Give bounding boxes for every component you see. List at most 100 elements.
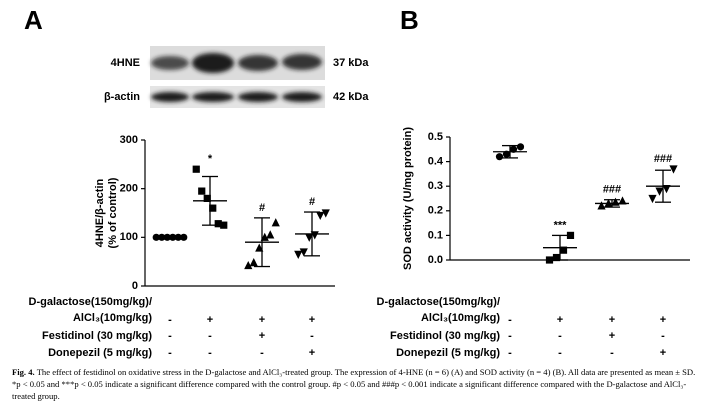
data-point	[662, 185, 671, 194]
treatment-sign: +	[609, 314, 615, 326]
data-point	[545, 256, 554, 264]
treatment-sign: -	[558, 347, 562, 359]
treatment-sign: +	[660, 314, 666, 326]
significance-mark: *	[208, 153, 213, 165]
significance-mark: #	[259, 202, 265, 214]
data-point	[604, 198, 613, 208]
treatment-label: Festidinol (30 mg/kg)	[42, 330, 152, 342]
y-axis-label: SOD activity (U/mg protein)	[402, 127, 414, 270]
treatment-sign: -	[168, 314, 172, 326]
data-point	[516, 143, 525, 151]
y-tick-label: 300	[120, 134, 138, 146]
treatment-sign: +	[660, 347, 666, 359]
significance-mark: ###	[654, 153, 672, 165]
data-point	[648, 194, 657, 204]
treatment-sign: +	[557, 314, 563, 326]
blot-size: 42 kDa	[333, 91, 369, 103]
data-point	[203, 194, 211, 202]
data-point	[192, 165, 200, 173]
treatment-sign: -	[168, 347, 172, 359]
data-point	[559, 246, 568, 254]
treatment-label: Donepezil (5 mg/kg)	[396, 347, 500, 359]
caption-label: Fig. 4.	[12, 367, 35, 377]
data-point	[552, 253, 561, 262]
data-point	[214, 220, 222, 228]
data-point	[618, 196, 627, 205]
y-tick-label: 0.4	[428, 156, 444, 168]
data-point	[198, 187, 206, 195]
y-tick-label: 0.1	[428, 229, 443, 241]
data-point	[305, 233, 314, 242]
treatment-label: AlCl₃(10mg/kg)	[421, 312, 500, 324]
data-point	[163, 233, 171, 241]
data-point	[597, 201, 606, 210]
treatment-sign: -	[558, 330, 562, 342]
data-point	[158, 233, 166, 241]
blot-image	[150, 46, 325, 108]
data-point	[669, 165, 678, 174]
significance-mark: ###	[603, 184, 621, 196]
blot-size: 37 kDa	[333, 57, 369, 69]
data-point	[255, 243, 264, 252]
data-point	[321, 209, 330, 218]
treatment-label: D-galactose(150mg/kg)/	[377, 296, 500, 308]
treatment-sign: +	[309, 347, 315, 359]
data-point	[566, 231, 575, 239]
panel-label: A	[24, 5, 43, 35]
data-point	[180, 233, 188, 241]
data-point	[316, 211, 325, 221]
treatment-sign: -	[508, 314, 512, 326]
treatment-sign: -	[610, 347, 614, 359]
data-point	[266, 230, 275, 239]
data-point	[611, 197, 620, 206]
treatment-label: Festidinol (30 mg/kg)	[390, 330, 500, 342]
y-tick-label: 0	[132, 280, 138, 292]
panel-label: B	[400, 5, 419, 35]
data-point	[220, 221, 228, 229]
data-point	[174, 233, 182, 241]
y-axis-label: (% of control)	[107, 177, 119, 248]
y-tick-label: 200	[120, 183, 138, 195]
figure: A B 4HNE 37 kDa β-actin 42 kDa 0 100 200 30…	[24, 5, 690, 359]
treatment-label: Donepezil (5 mg/kg)	[48, 347, 152, 359]
y-tick-label: 0.0	[428, 254, 443, 266]
significance-mark: ***	[554, 219, 568, 231]
treatment-sign: -	[508, 347, 512, 359]
treatment-label: AlCl₃(10mg/kg)	[73, 312, 152, 324]
treatment-sign: -	[208, 330, 212, 342]
data-point	[209, 204, 217, 212]
y-axis-label: 4HNE/β-actin	[94, 178, 106, 247]
treatment-sign: -	[208, 347, 212, 359]
data-point	[502, 150, 511, 158]
blot-label: 4HNE	[111, 57, 140, 69]
data-point	[294, 250, 303, 259]
treatment-sign: +	[207, 314, 213, 326]
treatment-sign: -	[168, 330, 172, 342]
blot-label: β-actin	[104, 91, 140, 103]
data-point	[509, 145, 518, 153]
data-point	[152, 233, 160, 241]
data-point	[271, 218, 280, 227]
caption-text: The effect of festidinol on oxidative st…	[12, 367, 696, 401]
y-tick-label: 0.3	[428, 180, 443, 192]
treatment-label: D-galactose(150mg/kg)/	[29, 296, 152, 308]
treatment-sign: -	[260, 347, 264, 359]
treatment-sign: +	[609, 330, 615, 342]
data-point	[310, 231, 319, 240]
treatment-sign: +	[309, 314, 315, 326]
data-point	[495, 153, 504, 161]
treatment-sign: -	[661, 330, 665, 342]
y-tick-label: 0.2	[428, 205, 443, 217]
data-point	[299, 248, 308, 257]
data-point	[260, 232, 269, 241]
y-tick-label: 0.5	[428, 131, 443, 143]
data-point	[244, 260, 253, 270]
treatment-sign: +	[259, 314, 265, 326]
data-point	[655, 187, 664, 196]
caption: Fig. 4. The effect of festidinol on oxid…	[12, 366, 704, 402]
treatment-sign: -	[310, 330, 314, 342]
significance-mark: #	[309, 196, 315, 208]
treatment-sign: +	[259, 330, 265, 342]
y-tick-label: 100	[120, 231, 138, 243]
